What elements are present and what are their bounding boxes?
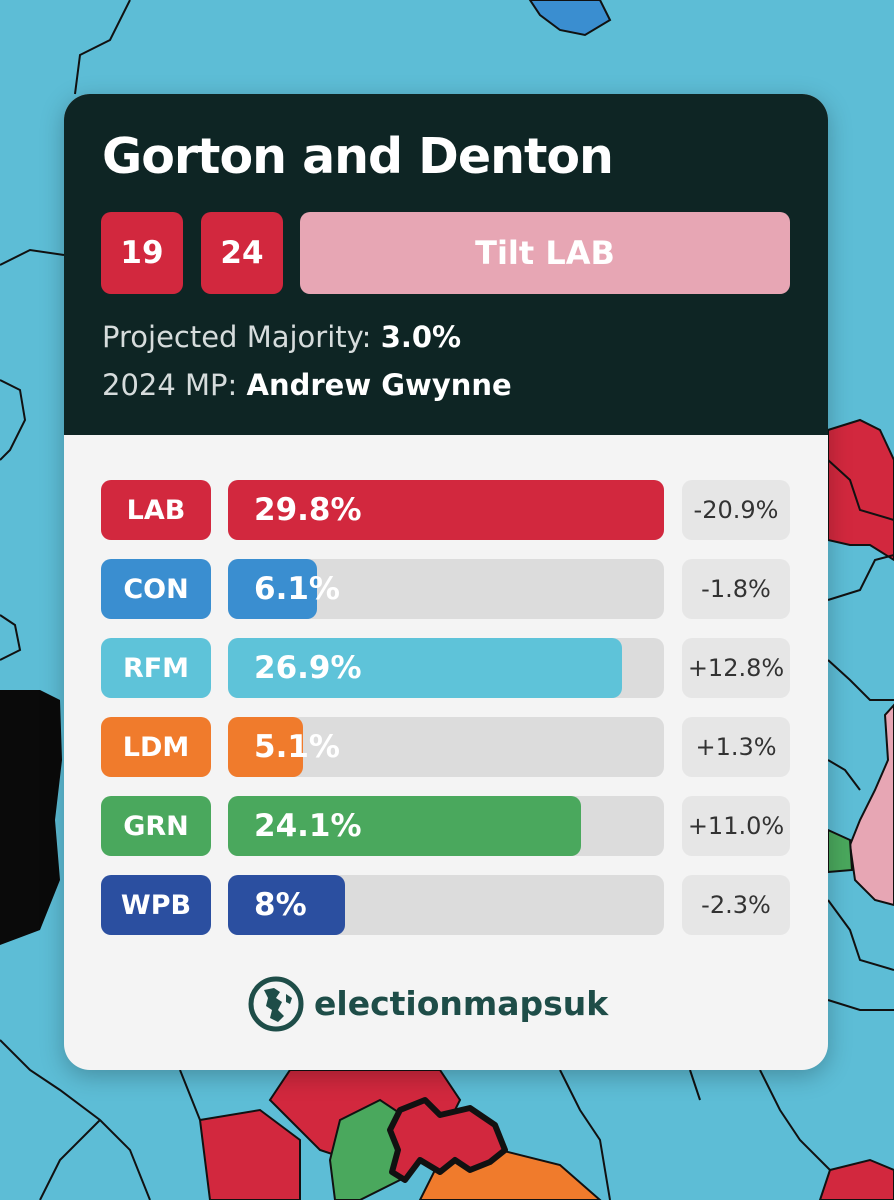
vote-share-label: 24.1% <box>254 808 362 844</box>
vote-share-label: 29.8% <box>254 492 362 528</box>
vote-share-label: 8% <box>254 887 307 923</box>
party-badge: RFM <box>101 638 211 698</box>
vote-share-label: 6.1% <box>254 571 340 607</box>
card-header: Gorton and Denton 19 24 Tilt LAB Project… <box>64 94 828 435</box>
vote-share-bar: 26.9% <box>228 638 664 698</box>
vote-share-bar-fill <box>228 717 303 777</box>
vote-share-bar: 5.1% <box>228 717 664 777</box>
party-badge: GRN <box>101 796 211 856</box>
result-row-ldm: LDM 5.1% +1.3% <box>64 717 828 781</box>
result-row-con: CON 6.1% -1.8% <box>64 559 828 623</box>
vote-share-bar: 29.8% <box>228 480 664 540</box>
vote-share-bar: 24.1% <box>228 796 664 856</box>
vote-share-label: 26.9% <box>254 650 362 686</box>
vote-share-change: +11.0% <box>682 796 790 856</box>
result-row-wpb: WPB 8% -2.3% <box>64 875 828 939</box>
party-badge: CON <box>101 559 211 619</box>
result-row-rfm: RFM 26.9% +12.8% <box>64 638 828 702</box>
vote-share-label: 5.1% <box>254 729 340 765</box>
vote-share-bar-fill <box>228 875 345 935</box>
party-badge: WPB <box>101 875 211 935</box>
vote-share-bar-fill <box>228 559 317 619</box>
result-row-lab: LAB 29.8% -20.9% <box>64 480 828 544</box>
globe-logo-icon <box>248 976 304 1032</box>
brand-name: electionmapsuk <box>314 984 609 1023</box>
result-row-grn: GRN 24.1% +11.0% <box>64 796 828 860</box>
sitting-mp-name: Andrew Gwynne <box>246 368 512 402</box>
sitting-mp-label: 2024 MP: <box>102 368 238 402</box>
year-badge-2024: 24 <box>201 212 283 294</box>
vote-share-bar-fill <box>228 796 581 856</box>
vote-share-bar: 6.1% <box>228 559 664 619</box>
projected-majority-value: 3.0% <box>380 320 462 354</box>
vote-share-bar-fill <box>228 480 664 540</box>
projected-majority-label: Projected Majority: <box>102 320 372 354</box>
vote-share-change: +12.8% <box>682 638 790 698</box>
sitting-mp: 2024 MP: Andrew Gwynne <box>102 368 512 402</box>
vote-share-change: -1.8% <box>682 559 790 619</box>
vote-share-bar: 8% <box>228 875 664 935</box>
projected-majority: Projected Majority: 3.0% <box>102 320 461 354</box>
party-badge: LAB <box>101 480 211 540</box>
vote-share-bar-fill <box>228 638 622 698</box>
projection-status-pill: Tilt LAB <box>300 212 790 294</box>
constituency-card: Gorton and Denton 19 24 Tilt LAB Project… <box>64 94 828 1070</box>
constituency-title: Gorton and Denton <box>102 128 614 185</box>
party-badge: LDM <box>101 717 211 777</box>
vote-share-change: +1.3% <box>682 717 790 777</box>
vote-share-change: -2.3% <box>682 875 790 935</box>
vote-share-change: -20.9% <box>682 480 790 540</box>
year-badge-2019: 19 <box>101 212 183 294</box>
